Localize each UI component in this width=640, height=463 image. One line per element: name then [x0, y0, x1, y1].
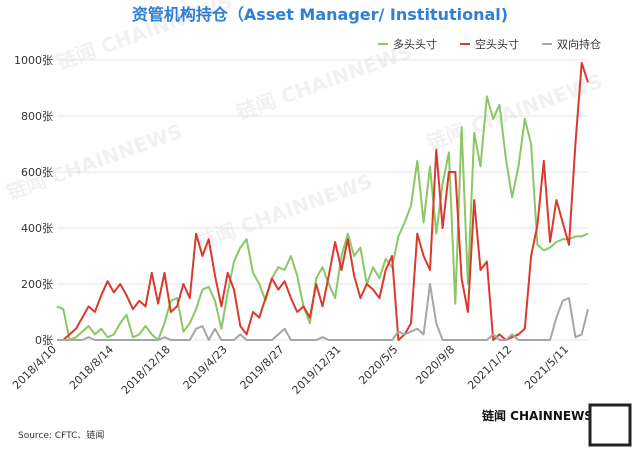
- x-tick-label: 2018/4/10: [10, 343, 59, 392]
- series-line: [56, 95, 589, 341]
- chart-title: 资管机构持仓（Asset Manager/ Institutional): [132, 5, 508, 24]
- source: Source: CFTC、链闻: [18, 429, 104, 441]
- y-tick-label: 200张: [21, 278, 53, 291]
- y-tick-label: 800张: [21, 110, 53, 123]
- y-tick-label: 400张: [21, 222, 53, 235]
- x-tick-label: 2020/9/8: [413, 343, 457, 387]
- legend-label: 双向持仓: [557, 37, 601, 51]
- x-tick-label: 2018/12/18: [119, 343, 173, 397]
- x-tick-label: 2019/8/27: [238, 343, 287, 392]
- series-line: [57, 61, 589, 341]
- qr-code: [588, 403, 632, 447]
- series-line: [57, 283, 589, 341]
- x-tick-label: 2021/1/12: [465, 343, 514, 392]
- x-tick-label: 2021/5/11: [522, 343, 571, 392]
- watermark: 链闻 CHAINNEWS: [234, 39, 416, 125]
- x-tick-label: 2020/5/5: [356, 343, 400, 387]
- legend-label: 多头头寸: [393, 37, 437, 51]
- x-tick-label: 2019/4/23: [181, 343, 230, 392]
- y-tick-label: 1000张: [14, 54, 53, 67]
- x-tick-label: 2019/12/31: [290, 343, 344, 397]
- logo: 链闻 CHAINNEWS: [482, 408, 593, 423]
- y-tick-label: 0张: [35, 334, 53, 347]
- watermark: 链闻 CHAINNEWS: [4, 119, 186, 205]
- y-tick-label: 600张: [21, 166, 53, 179]
- legend-label: 空头头寸: [475, 37, 519, 51]
- x-tick-label: 2018/8/14: [67, 343, 116, 392]
